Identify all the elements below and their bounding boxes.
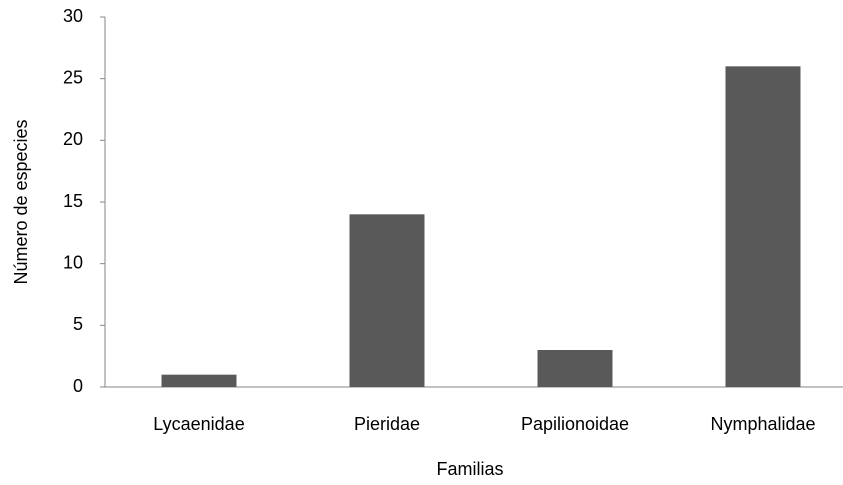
y-tick-label: 25 <box>63 67 83 87</box>
bar <box>537 350 613 387</box>
x-tick-label: Lycaenidae <box>153 414 244 434</box>
y-tick-label: 20 <box>63 129 83 149</box>
x-tick-label: Nymphalidae <box>710 414 815 434</box>
x-axis-title: Familias <box>436 459 503 479</box>
y-tick-label: 30 <box>63 6 83 26</box>
bar <box>725 66 801 387</box>
bar <box>349 214 425 387</box>
y-tick-label: 10 <box>63 252 83 272</box>
bar <box>161 374 237 387</box>
x-tick-label: Pieridae <box>354 414 420 434</box>
y-tick-label: 0 <box>73 376 83 396</box>
y-tick-label: 15 <box>63 191 83 211</box>
y-tick-label: 5 <box>73 314 83 334</box>
y-axis-title: Número de especies <box>11 119 31 284</box>
x-tick-label: Papilionoidae <box>521 414 629 434</box>
